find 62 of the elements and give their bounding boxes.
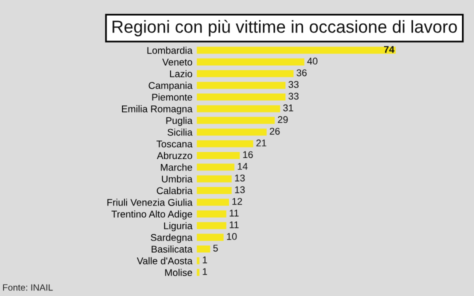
bar bbox=[196, 257, 200, 264]
data-label: 33 bbox=[288, 81, 299, 88]
data-label: 31 bbox=[283, 104, 294, 112]
bar bbox=[196, 164, 234, 171]
bar bbox=[196, 234, 224, 241]
source-note: Fonte: INAIL bbox=[3, 284, 53, 291]
data-label: 14 bbox=[238, 162, 248, 170]
y-tick-label: Lombardia bbox=[147, 46, 193, 54]
data-label: 40 bbox=[307, 58, 318, 65]
y-tick-label: Abruzzo bbox=[156, 152, 192, 160]
bar bbox=[196, 105, 280, 112]
data-label: 13 bbox=[235, 186, 245, 194]
data-label: 5 bbox=[213, 244, 218, 252]
data-label: 33 bbox=[288, 92, 299, 100]
data-label: 13 bbox=[235, 174, 245, 182]
bar bbox=[196, 187, 232, 194]
y-tick-label: Marche bbox=[160, 164, 192, 171]
y-tick-label: Umbria bbox=[162, 175, 193, 182]
bar bbox=[196, 58, 304, 66]
y-tick-label: Campania bbox=[148, 82, 193, 91]
data-label: 12 bbox=[232, 198, 242, 205]
bar bbox=[196, 82, 286, 89]
data-label: 74 bbox=[384, 46, 394, 53]
data-label: 16 bbox=[243, 151, 253, 158]
y-tick-label: Puglia bbox=[166, 116, 193, 126]
data-label: 10 bbox=[227, 233, 237, 240]
bar bbox=[196, 246, 210, 253]
y-tick-label: Toscana bbox=[156, 140, 193, 148]
bar bbox=[196, 222, 226, 230]
y-tick-label: Molise bbox=[165, 268, 192, 276]
bar bbox=[196, 128, 267, 136]
y-tick-label: Sardegna bbox=[150, 234, 193, 243]
data-label: 11 bbox=[230, 210, 239, 216]
chart-title: Regioni con più vittime in occasione di lavoro bbox=[112, 20, 457, 36]
bar bbox=[196, 175, 232, 182]
bar bbox=[196, 198, 229, 206]
data-label: 29 bbox=[278, 116, 288, 124]
y-tick-label: Basilicata bbox=[152, 245, 193, 253]
y-tick-label: Lazio bbox=[170, 70, 192, 78]
y-tick-label: Veneto bbox=[162, 58, 192, 66]
y-tick-label: Trentino Alto Adige bbox=[112, 210, 192, 220]
bar bbox=[196, 140, 254, 148]
bar bbox=[196, 116, 275, 124]
data-label: 36 bbox=[296, 69, 307, 76]
data-label: 1 bbox=[202, 268, 208, 275]
data-label: 21 bbox=[256, 140, 266, 146]
data-label: 11 bbox=[230, 221, 239, 228]
data-label: 26 bbox=[270, 128, 280, 135]
y-tick-label: Piemonte bbox=[152, 93, 192, 101]
y-tick-label: Calabria bbox=[156, 187, 193, 194]
y-tick-label: Valle d'Aosta bbox=[136, 257, 193, 264]
y-tick-label: Friuli Venezia Giulia bbox=[107, 198, 193, 206]
y-tick-label: Emilia Romagna bbox=[122, 105, 193, 114]
bar bbox=[196, 46, 396, 54]
bar bbox=[196, 268, 200, 276]
bar bbox=[196, 152, 240, 159]
bar bbox=[196, 94, 286, 101]
data-label: 1 bbox=[202, 256, 208, 264]
bar bbox=[196, 70, 294, 78]
y-tick-label: Liguria bbox=[164, 222, 193, 232]
y-tick-label: Sicilia bbox=[168, 128, 193, 136]
bar bbox=[196, 210, 226, 218]
